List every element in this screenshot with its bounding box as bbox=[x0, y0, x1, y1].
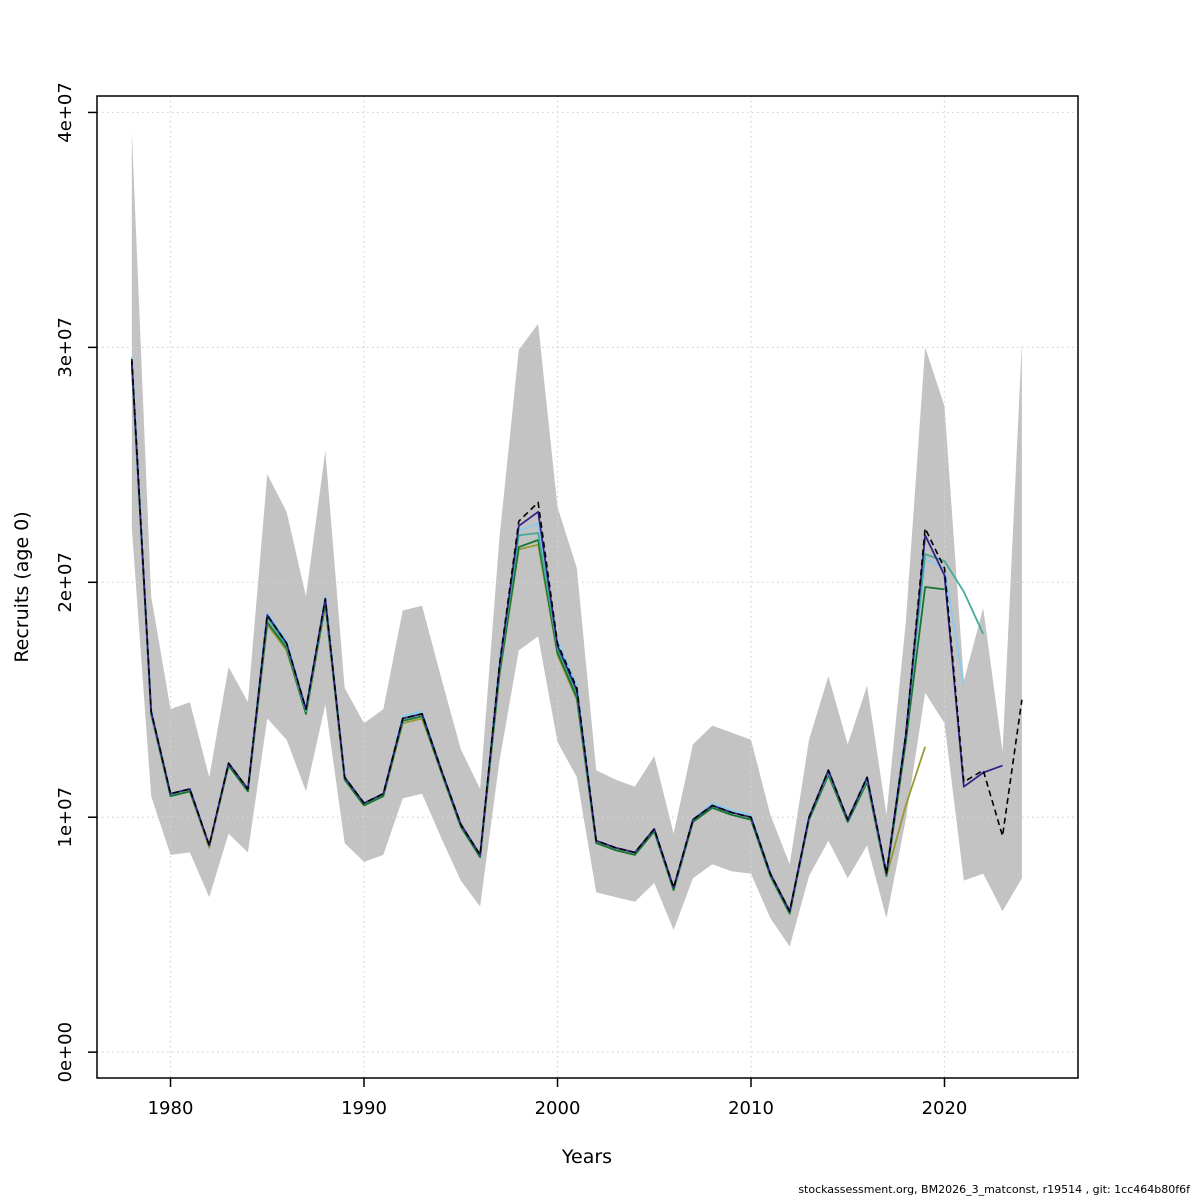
x-tick-label: 2000 bbox=[535, 1098, 581, 1119]
series-final-run-2024 bbox=[131, 359, 1023, 913]
y-tick-label: 2e+07 bbox=[55, 552, 76, 613]
footer-caption: stockassessment.org, BM2026_3_matconst, … bbox=[798, 1183, 1190, 1196]
x-tick-label: 2020 bbox=[922, 1098, 968, 1119]
y-tick-label: 1e+07 bbox=[55, 787, 76, 848]
x-axis-label: Years bbox=[561, 1146, 613, 1168]
x-tick-label: 1990 bbox=[341, 1098, 387, 1119]
y-tick-label: 3e+07 bbox=[55, 317, 76, 378]
x-tick-label: 2010 bbox=[728, 1098, 774, 1119]
y-tick-label: 4e+07 bbox=[55, 82, 76, 143]
y-tick-label: 0e+00 bbox=[55, 1022, 76, 1083]
confidence-band bbox=[131, 131, 1022, 947]
y-axis-label: Recruits (age 0) bbox=[11, 511, 33, 663]
x-tick-label: 1980 bbox=[148, 1098, 194, 1119]
plot-border bbox=[96, 95, 1079, 1079]
